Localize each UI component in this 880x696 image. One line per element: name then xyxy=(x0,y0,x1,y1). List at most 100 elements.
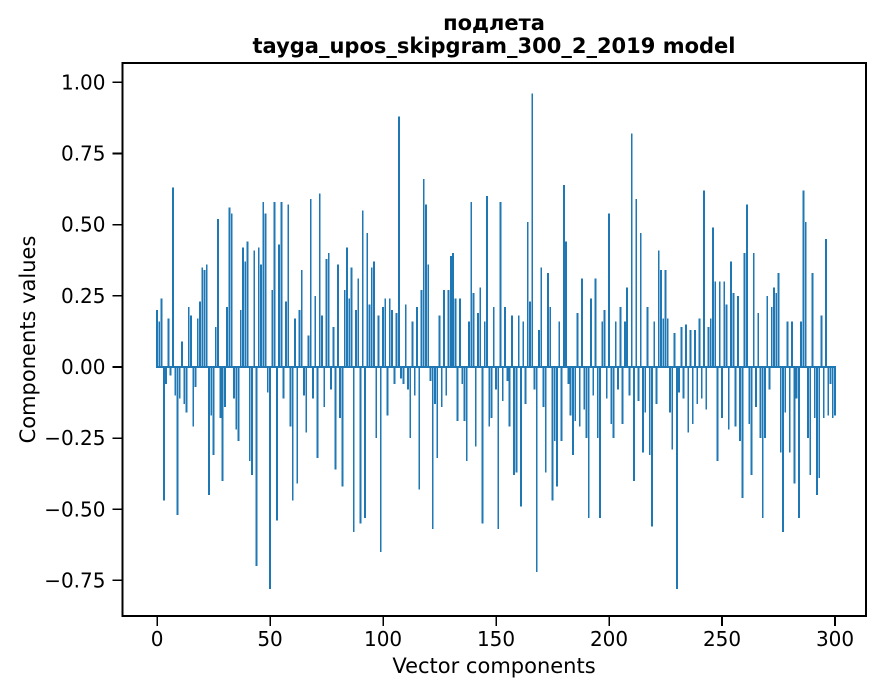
bar xyxy=(436,366,439,459)
bar xyxy=(558,321,561,367)
bar xyxy=(825,238,827,367)
bar xyxy=(379,366,382,552)
bar xyxy=(538,329,540,367)
bar xyxy=(440,366,443,407)
bar xyxy=(515,366,518,473)
y-tick-label: −0.25 xyxy=(44,426,105,450)
bar xyxy=(257,247,260,367)
bar xyxy=(490,366,493,419)
bar xyxy=(162,366,165,501)
bar xyxy=(483,321,486,367)
bar xyxy=(556,366,558,487)
bar xyxy=(788,366,791,453)
bar xyxy=(355,310,357,367)
bar xyxy=(569,366,572,416)
bar xyxy=(434,366,436,404)
bar xyxy=(748,366,751,424)
bar xyxy=(585,366,588,439)
bar xyxy=(682,366,685,399)
bar xyxy=(479,287,482,367)
bar xyxy=(307,335,310,367)
bar xyxy=(723,281,726,367)
bar xyxy=(495,366,497,390)
bar xyxy=(316,366,319,459)
y-axis-label: Components values xyxy=(16,236,40,444)
bar xyxy=(275,366,278,521)
bar xyxy=(395,312,398,367)
bar xyxy=(425,204,427,367)
bar xyxy=(786,321,789,367)
bar xyxy=(397,116,400,367)
bar xyxy=(680,327,683,367)
y-tick-label: 0.25 xyxy=(61,284,106,308)
bar xyxy=(447,290,450,367)
y-tick-label: −0.50 xyxy=(44,497,105,521)
bar xyxy=(608,213,610,367)
bar xyxy=(811,273,814,367)
bar xyxy=(280,201,283,367)
bar xyxy=(300,270,303,367)
bar xyxy=(413,366,416,396)
bar xyxy=(736,295,739,367)
bar xyxy=(181,341,183,367)
bar xyxy=(309,199,312,367)
bar xyxy=(377,315,380,367)
bar xyxy=(221,366,224,481)
bar xyxy=(303,366,305,396)
bar xyxy=(158,321,161,367)
bar xyxy=(827,366,830,416)
bar xyxy=(266,366,269,393)
bar xyxy=(284,301,287,367)
bar xyxy=(820,315,823,367)
bar xyxy=(416,307,418,367)
bar xyxy=(196,318,199,367)
bar xyxy=(517,315,520,367)
bar xyxy=(560,366,563,441)
bar xyxy=(727,366,730,430)
bar xyxy=(185,366,188,413)
bar xyxy=(599,366,601,518)
bar xyxy=(508,366,511,427)
bar xyxy=(707,327,710,367)
bar xyxy=(660,270,662,367)
bar xyxy=(296,366,299,484)
bar xyxy=(522,321,525,367)
bar xyxy=(244,261,247,367)
bar xyxy=(596,366,599,439)
bar xyxy=(375,366,378,439)
bar xyxy=(531,93,534,367)
bar xyxy=(712,227,714,367)
x-tick-label: 250 xyxy=(703,627,741,651)
bar xyxy=(456,366,459,422)
bar xyxy=(655,366,658,404)
bar xyxy=(156,310,158,367)
y-tick-label: 1.00 xyxy=(61,70,106,94)
bar xyxy=(237,366,240,441)
bar xyxy=(605,366,608,399)
bar xyxy=(651,366,653,527)
bar xyxy=(524,366,527,404)
bar xyxy=(343,290,346,367)
bar xyxy=(562,184,565,367)
bar xyxy=(696,366,699,404)
bar xyxy=(339,366,342,419)
bar xyxy=(497,366,500,530)
bar xyxy=(734,366,737,427)
bar xyxy=(431,366,434,530)
bar xyxy=(368,304,371,367)
zero-baseline xyxy=(156,366,836,368)
bar xyxy=(330,366,332,390)
bar xyxy=(382,307,384,367)
bar xyxy=(739,366,742,441)
bar xyxy=(169,366,172,376)
bar xyxy=(278,244,281,367)
bar xyxy=(332,327,335,367)
bar xyxy=(461,366,464,385)
bar xyxy=(273,201,276,367)
plot-area: 0 50 100 150 200 250 300 1.00 0.75 0.50 0.25 0.00 −0… xyxy=(44,62,867,651)
bar xyxy=(452,253,455,367)
bar xyxy=(513,366,516,476)
bar xyxy=(443,290,445,367)
bar xyxy=(544,366,547,473)
